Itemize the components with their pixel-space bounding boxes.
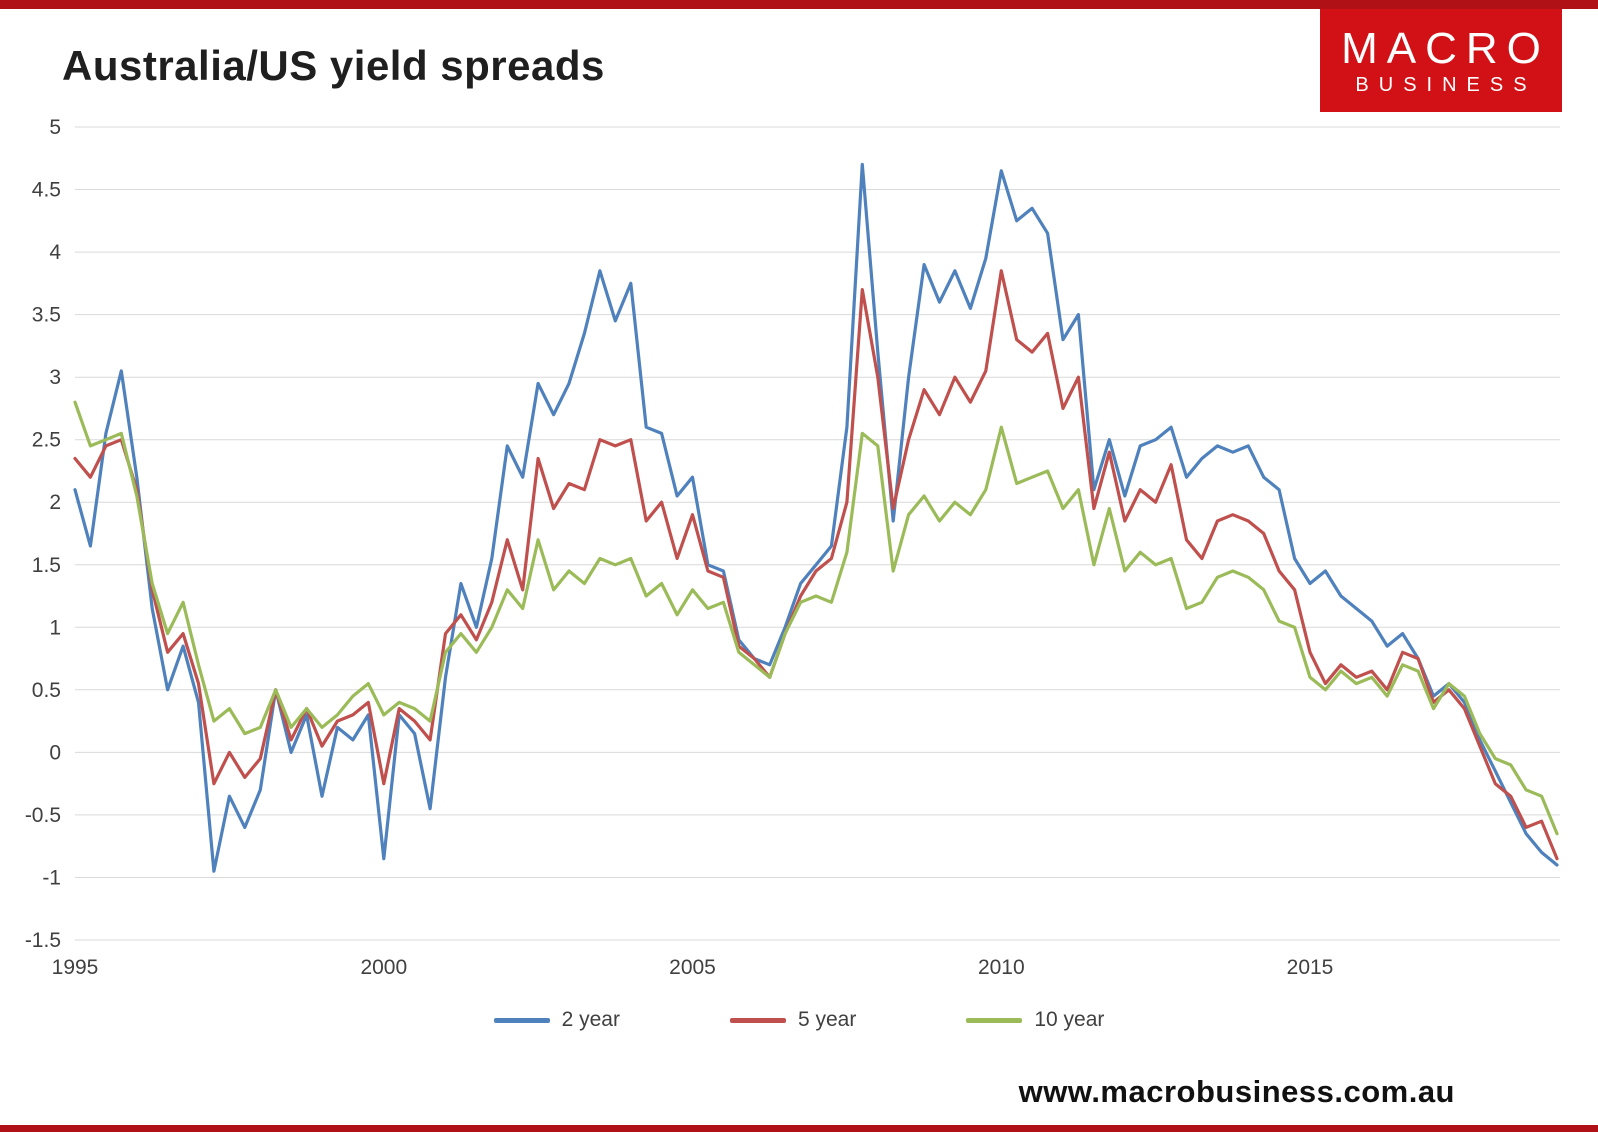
top-accent-bar [0,0,1598,9]
svg-text:1: 1 [49,616,61,639]
svg-text:-0.5: -0.5 [25,804,61,827]
svg-text:1995: 1995 [52,956,99,979]
svg-text:2010: 2010 [978,956,1025,979]
svg-text:5: 5 [49,116,61,139]
footer-url: www.macrobusiness.com.au [1018,1074,1455,1109]
svg-text:4: 4 [49,241,61,264]
svg-text:2000: 2000 [360,956,407,979]
chart-legend: 2 year 5 year 10 year [0,1008,1598,1032]
bottom-accent-bar [0,1125,1598,1132]
legend-item-5year: 5 year [729,1008,857,1032]
macrobusiness-logo: MACRO BUSINESS [1320,9,1562,112]
svg-text:4.5: 4.5 [32,179,61,202]
svg-text:3.5: 3.5 [32,304,61,327]
legend-item-2year: 2 year [493,1008,620,1032]
svg-text:2015: 2015 [1287,956,1334,979]
svg-text:3: 3 [49,366,61,389]
svg-text:2: 2 [49,491,61,514]
svg-text:2.5: 2.5 [32,429,61,452]
page-title: Australia/US yield spreads [62,42,605,89]
legend-item-10year: 10 year [966,1008,1104,1032]
svg-text:2005: 2005 [669,956,716,979]
legend-swatch-10year [966,1017,1023,1023]
legend-swatch-2year [493,1017,550,1023]
legend-label-2year: 2 year [561,1008,620,1031]
logo-text-business: BUSINESS [1355,74,1537,97]
logo-text-macro: MACRO [1341,23,1550,73]
svg-text:1.5: 1.5 [32,554,61,577]
svg-text:0: 0 [49,741,61,764]
legend-swatch-5year [729,1017,786,1023]
svg-text:0.5: 0.5 [32,679,61,702]
legend-label-10year: 10 year [1034,1008,1105,1031]
svg-text:-1.5: -1.5 [25,929,61,952]
legend-label-5year: 5 year [797,1008,857,1031]
svg-text:-1: -1 [42,867,61,890]
